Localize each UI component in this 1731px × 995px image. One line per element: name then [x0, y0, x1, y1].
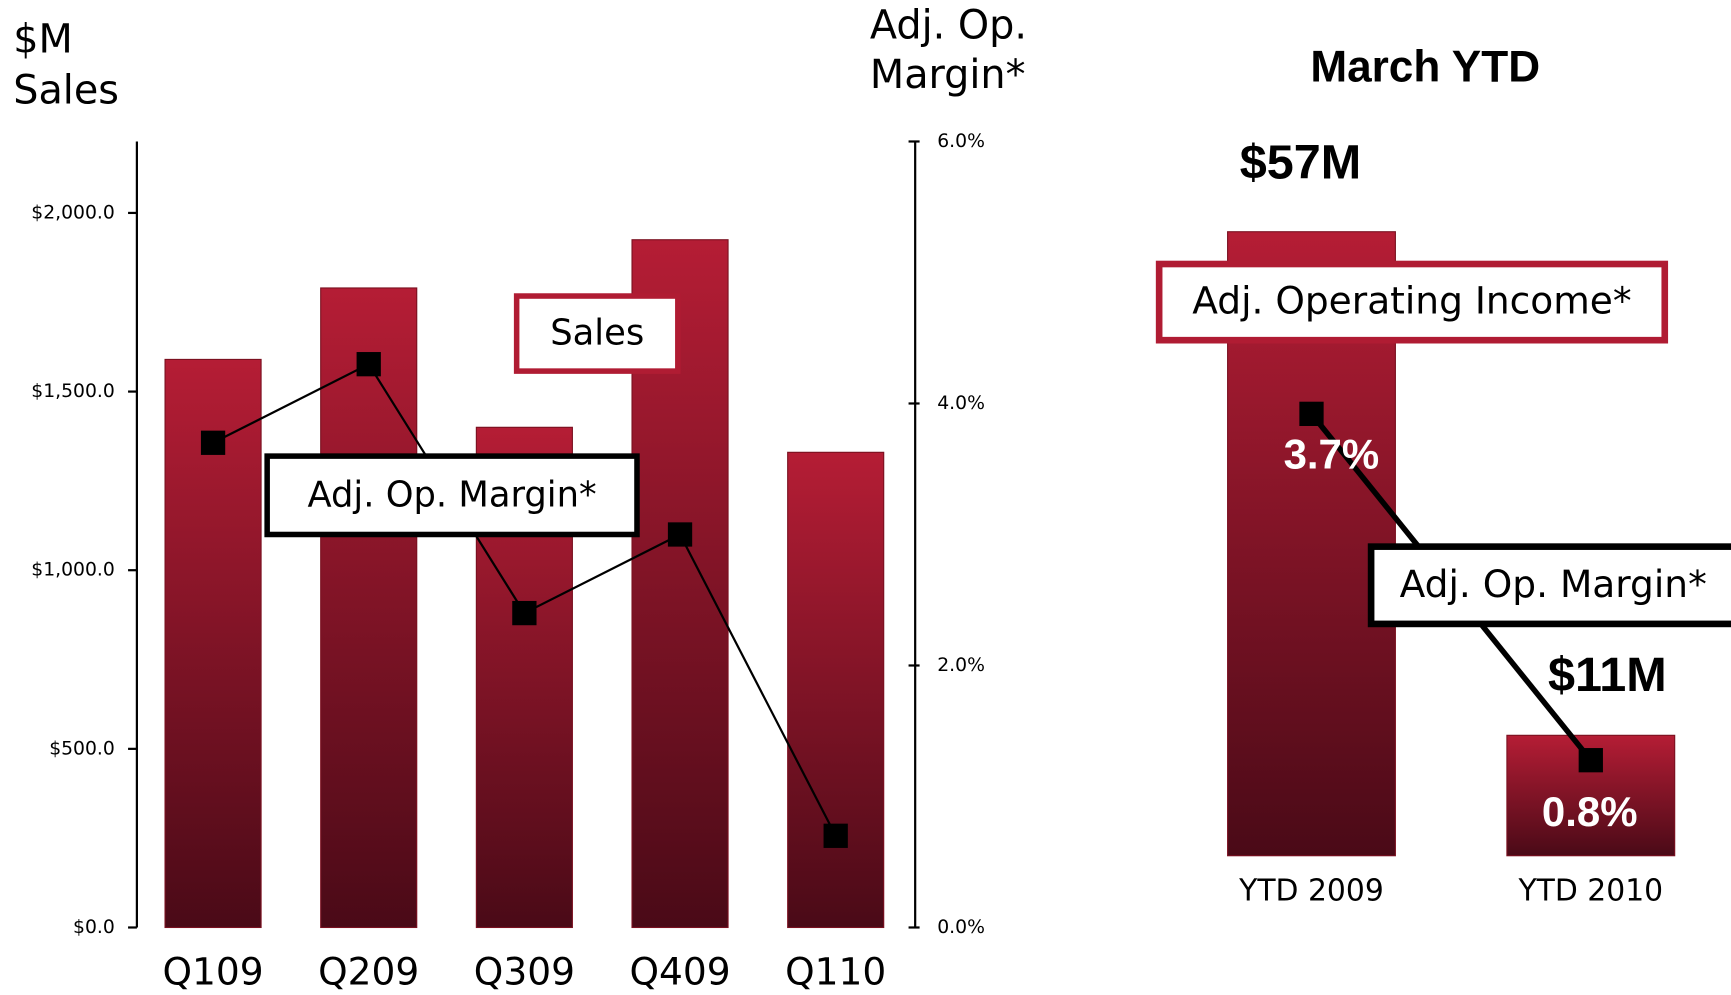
legend-label: Adj. Operating Income* [1192, 279, 1631, 323]
x-tick-label: YTD 2009 [1238, 874, 1384, 909]
y-tick-label: $1,500.0 [31, 381, 115, 402]
y2-tick-label: 0.0% [937, 917, 985, 938]
marker [1299, 401, 1324, 426]
legend-box [264, 453, 640, 538]
marker [1578, 748, 1603, 773]
value-label: 3.7% [1284, 430, 1380, 477]
y-axis-label: $M [13, 17, 73, 63]
y2-axis-label: Adj. Op. [870, 2, 1027, 48]
y-tick-label: $2,000.0 [31, 202, 115, 223]
legend-label: Sales [550, 313, 644, 354]
y-tick-label: $500.0 [49, 738, 115, 759]
legend-box [1155, 260, 1669, 344]
y2-axis-label: Margin* [870, 52, 1026, 98]
marker [200, 430, 226, 455]
marker [823, 823, 848, 848]
y2-tick-label: 4.0% [937, 393, 985, 414]
x-tick-label: YTD 2010 [1517, 874, 1663, 909]
y-tick-label: $0.0 [73, 917, 115, 938]
marker [667, 522, 693, 547]
marker [356, 352, 381, 377]
value-label: $57M [1240, 136, 1361, 190]
chart-title: March YTD [1310, 42, 1540, 91]
legend-label: Adj. Op. Margin* [307, 474, 596, 515]
value-label: 0.8% [1542, 788, 1638, 835]
x-tick-label: Q209 [318, 949, 419, 993]
x-tick-label: Q309 [474, 949, 575, 993]
y-axis-label: Sales [13, 67, 119, 113]
x-tick-label: Q109 [162, 949, 263, 993]
legend-box [1367, 543, 1731, 628]
bar [787, 451, 885, 929]
y2-tick-label: 6.0% [937, 131, 985, 152]
legend-box [513, 293, 681, 374]
x-tick-label: Q409 [629, 949, 730, 993]
y-tick-label: $1,000.0 [31, 560, 115, 581]
bar [320, 287, 418, 929]
x-tick-label: Q110 [785, 949, 886, 993]
legend-label: Adj. Op. Margin* [1400, 562, 1707, 606]
y2-tick-label: 2.0% [937, 655, 985, 676]
value-label: $11M [1548, 648, 1667, 702]
marker [512, 600, 537, 626]
